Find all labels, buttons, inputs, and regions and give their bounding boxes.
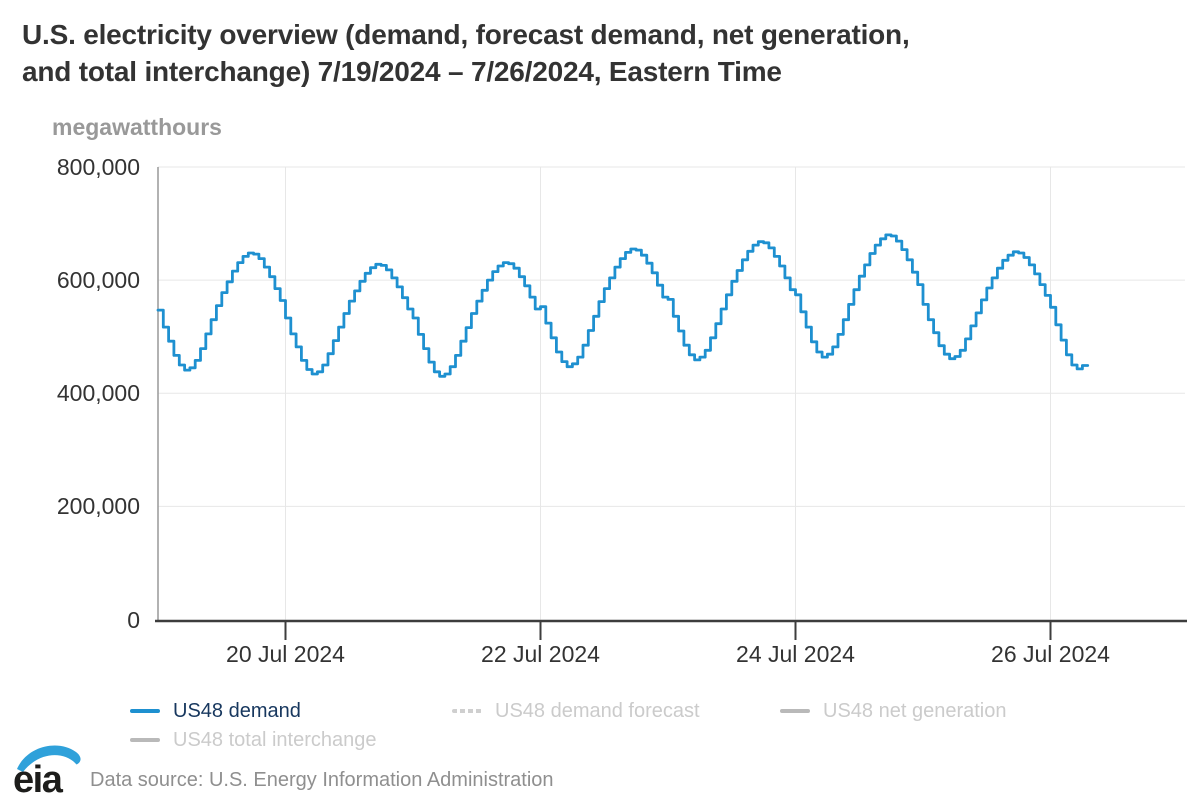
eia-logo[interactable]: eia [12, 738, 86, 796]
x-axis-tick-label: 24 Jul 2024 [736, 641, 855, 667]
y-axis-tick-label: 600,000 [56, 267, 140, 294]
legend-item-us48-demand[interactable]: US48 demand [130, 698, 301, 724]
y-axis-tick-label: 0 [127, 606, 140, 633]
legend-item-us48-net-generation[interactable]: US48 net generation [780, 698, 1006, 724]
demand-series-line [156, 233, 1090, 378]
legend-label: US48 net generation [823, 700, 1007, 722]
chart-title-line-2: and total interchange) 7/19/2024 – 7/26/… [22, 56, 782, 87]
x-axis-tick-label: 26 Jul 2024 [991, 641, 1110, 667]
total-interchange-line-swatch [130, 738, 160, 742]
demand-line-swatch [130, 709, 160, 713]
eia-logo-text: eia [13, 759, 64, 796]
legend-label: US48 total interchange [173, 729, 377, 751]
demand-forecast-dotted-swatch [452, 709, 482, 713]
y-axis-unit-label: megawatthours [52, 114, 222, 140]
net-generation-line-swatch [780, 709, 810, 713]
chart-title: U.S. electricity overview (demand, forec… [22, 16, 1182, 90]
legend-label: US48 demand forecast [495, 700, 700, 722]
chart-title-line-1: U.S. electricity overview (demand, forec… [22, 19, 910, 50]
data-source-text: Data source: U.S. Energy Information Adm… [90, 769, 554, 791]
legend-item-us48-total-interchange[interactable]: US48 total interchange [130, 727, 376, 753]
y-axis-tick-label: 400,000 [56, 380, 140, 407]
legend-label: US48 demand [173, 700, 301, 722]
y-axis-tick-label: 200,000 [56, 493, 140, 520]
eia-logo-swoosh-icon [17, 745, 81, 772]
x-axis-tick-label: 22 Jul 2024 [481, 641, 600, 667]
x-axis-tick-label: 20 Jul 2024 [226, 641, 345, 667]
y-axis-tick-label: 800,000 [56, 154, 140, 180]
legend-item-us48-demand-forecast[interactable]: US48 demand forecast [452, 698, 700, 724]
